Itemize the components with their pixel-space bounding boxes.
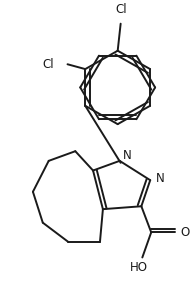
Text: N: N bbox=[156, 172, 164, 185]
Text: O: O bbox=[180, 226, 189, 239]
Text: N: N bbox=[123, 149, 132, 162]
Text: Cl: Cl bbox=[42, 58, 54, 71]
Text: HO: HO bbox=[129, 261, 147, 274]
Text: Cl: Cl bbox=[116, 3, 127, 16]
